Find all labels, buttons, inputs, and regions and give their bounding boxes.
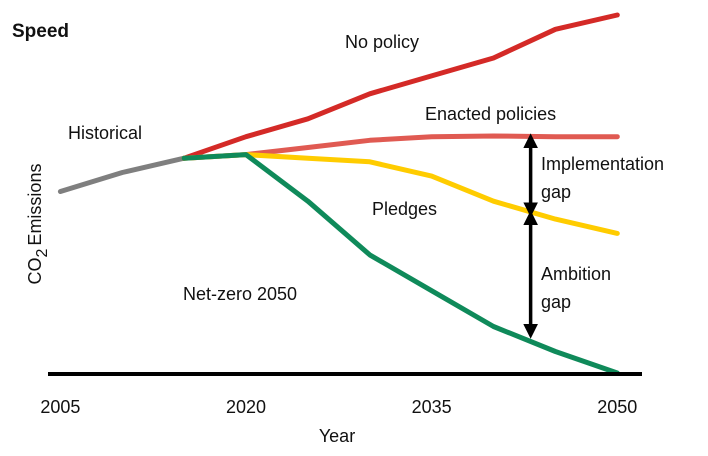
gap-label-ambition-gap-line-1: Ambition	[541, 264, 611, 284]
x-tick-label-2050: 2050	[597, 397, 637, 417]
series-line-pledges	[181, 152, 620, 236]
svg-text:CO2Emissions: CO2 Emissions	[25, 164, 51, 285]
gap-label-ambition-gap-line-2: gap	[541, 292, 571, 312]
x-tick-label-2020: 2020	[226, 397, 266, 417]
series-layer	[57, 12, 620, 376]
x-tick-label-2005: 2005	[40, 397, 80, 417]
axis-layer: 2005 2020 2035 2050	[40, 372, 642, 417]
series-label-no-policy: No policy	[345, 32, 419, 52]
label-layer: Historical No policy Enacted policies Pledg…	[68, 32, 556, 304]
series-label-enacted-policies: Enacted policies	[425, 104, 556, 124]
series-label-net-zero-2050: Net-zero 2050	[183, 284, 297, 304]
chart-title: Speed	[12, 21, 69, 42]
y-axis-label: CO2 Emissions	[25, 164, 51, 285]
annotation-layer: Implementation gap Ambition gap	[523, 133, 664, 339]
x-axis-label: Year	[319, 426, 355, 446]
gap-label-implementation-gap-line-1: Implementation	[541, 154, 664, 174]
series-label-pledges: Pledges	[372, 199, 437, 219]
y-axis-label-subscript: 2	[34, 248, 51, 257]
y-axis-label-base: CO	[25, 257, 45, 284]
x-tick-label-2035: 2035	[412, 397, 452, 417]
series-line-net-zero-2050	[181, 152, 620, 376]
gap-label-implementation-gap-line-2: gap	[541, 182, 571, 202]
y-axis-label-rest: Emissions	[25, 164, 45, 246]
series-line-no-policy	[181, 12, 620, 161]
series-line-historical	[57, 155, 187, 194]
series-label-historical: Historical	[68, 123, 142, 143]
